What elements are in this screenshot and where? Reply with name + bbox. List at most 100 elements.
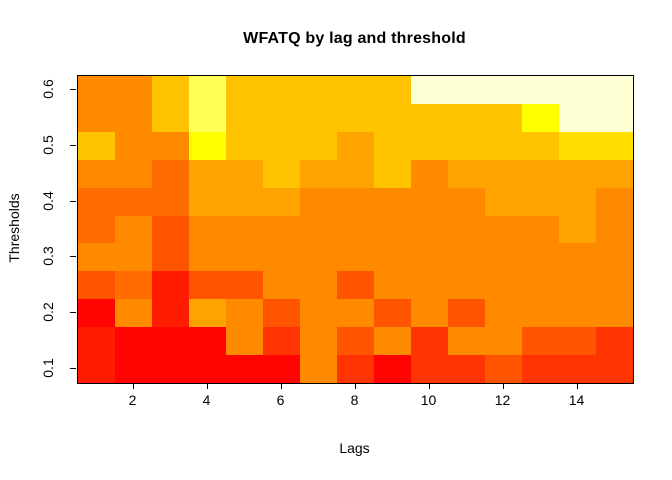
heatmap-cell [78, 187, 115, 216]
heatmap-cell [115, 187, 152, 216]
heatmap-cell [226, 159, 263, 188]
heatmap-cell [115, 355, 152, 383]
heatmap-cell [337, 187, 374, 216]
y-tick [70, 88, 76, 90]
heatmap-cell [300, 327, 337, 356]
heatmap-cell [337, 327, 374, 356]
y-axis-label: Thresholds [6, 193, 22, 263]
heatmap-cell [596, 327, 633, 356]
heatmap-cell [448, 327, 485, 356]
heatmap-cell [263, 271, 300, 300]
heatmap-cell [448, 103, 485, 132]
heatmap-cell [152, 243, 189, 272]
heatmap-cell [411, 215, 448, 244]
heatmap-cell [226, 215, 263, 244]
heatmap-cell [559, 159, 596, 188]
heatmap-cell [448, 215, 485, 244]
heatmap-cell [115, 215, 152, 244]
heatmap-cell [78, 103, 115, 132]
heatmap-cell [448, 131, 485, 160]
heatmap-cell [152, 187, 189, 216]
heatmap-cell [485, 131, 522, 160]
heatmap-cell [263, 243, 300, 272]
heatmap-cell [448, 76, 485, 104]
x-axis-label: Lags [339, 440, 370, 456]
heatmap-cell [152, 299, 189, 328]
heatmap-cell [337, 243, 374, 272]
heatmap-cell [596, 187, 633, 216]
heatmap-cell [115, 299, 152, 328]
heatmap-cell [263, 215, 300, 244]
heatmap-cell [263, 355, 300, 383]
heatmap-cell [485, 299, 522, 328]
heatmap-cell [374, 299, 411, 328]
heatmap-cell [559, 215, 596, 244]
heatmap-cell [78, 299, 115, 328]
heatmap-cell [448, 271, 485, 300]
heatmap-cell [263, 187, 300, 216]
heatmap-cell [522, 355, 559, 383]
heatmap-cell [374, 131, 411, 160]
heatmap-cell [189, 355, 226, 383]
heatmap-cell [300, 355, 337, 383]
heatmap-cell [189, 299, 226, 328]
heatmap-cell [300, 187, 337, 216]
heatmap-cell [189, 159, 226, 188]
heatmap-cell [374, 215, 411, 244]
heatmap-cell [115, 243, 152, 272]
y-tick-label: 0.5 [40, 135, 56, 155]
heatmap-cell [115, 327, 152, 356]
heatmap-cell [78, 76, 115, 104]
heatmap-cell [152, 76, 189, 104]
heatmap-cell [485, 76, 522, 104]
heatmap-cell [226, 131, 263, 160]
y-tick-label: 0.6 [40, 79, 56, 99]
heatmap-cell [485, 355, 522, 383]
heatmap-cell [485, 103, 522, 132]
heatmap-cell [337, 76, 374, 104]
heatmap-cell [115, 159, 152, 188]
heatmap-cell [226, 271, 263, 300]
heatmap-cell [559, 299, 596, 328]
heatmap-cell [559, 271, 596, 300]
heatmap-cell [78, 215, 115, 244]
x-tick-label: 4 [202, 392, 211, 408]
heatmap-plot-area [77, 75, 634, 384]
heatmap-cell [78, 355, 115, 383]
heatmap-cell [411, 243, 448, 272]
heatmap-cell [596, 159, 633, 188]
x-tick [428, 383, 430, 389]
heatmap-cell [522, 215, 559, 244]
x-tick [354, 383, 356, 389]
heatmap-cell [78, 327, 115, 356]
heatmap-cell [152, 327, 189, 356]
heatmap-cell [596, 76, 633, 104]
heatmap-cell [300, 76, 337, 104]
x-tick-label: 10 [420, 392, 437, 408]
x-tick-label: 6 [276, 392, 285, 408]
y-tick-label: 0.4 [40, 190, 56, 211]
heatmap-cell [152, 103, 189, 132]
heatmap-cell [337, 131, 374, 160]
heatmap-cell [337, 355, 374, 383]
heatmap-cell [448, 355, 485, 383]
y-tick [70, 144, 76, 146]
heatmap-cell [263, 327, 300, 356]
heatmap-cell [559, 187, 596, 216]
heatmap-cell [152, 215, 189, 244]
heatmap-cell [300, 243, 337, 272]
heatmap-cell [152, 271, 189, 300]
y-tick [70, 368, 76, 370]
heatmap-cell [411, 103, 448, 132]
x-tick-label: 12 [494, 392, 511, 408]
heatmap-cell [300, 159, 337, 188]
x-tick [206, 383, 208, 389]
heatmap-cell [522, 299, 559, 328]
heatmap-cell [374, 271, 411, 300]
heatmap-cell [485, 243, 522, 272]
heatmap-cell [448, 159, 485, 188]
heatmap-cell [226, 327, 263, 356]
heatmap-cell [374, 76, 411, 104]
heatmap-cell [522, 103, 559, 132]
heatmap-cell [115, 271, 152, 300]
